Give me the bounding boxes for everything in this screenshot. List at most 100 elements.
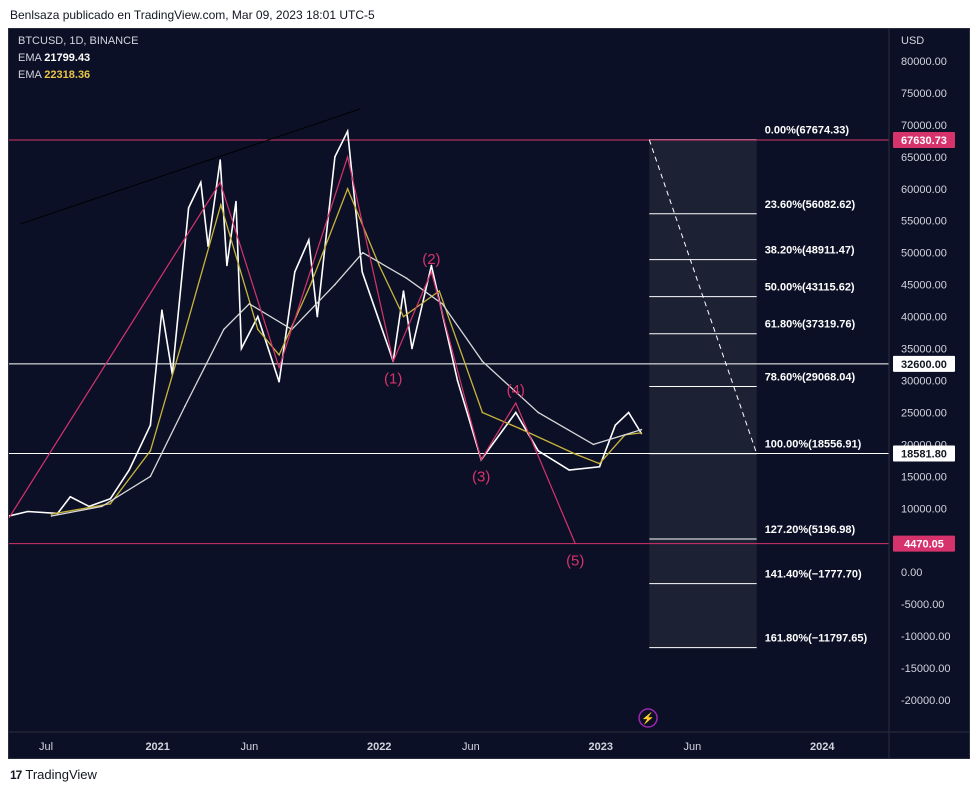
fib-level-label: 0.00%(67674.33): [765, 125, 850, 137]
price-level-badge: [893, 535, 955, 552]
fib-level-label: 50.00%(43115.62): [765, 282, 855, 294]
trendline: [20, 108, 361, 225]
series-point: [346, 187, 349, 190]
fib-level-label: 127.20%(5196.98): [765, 524, 856, 536]
chart-frame: [8, 28, 970, 759]
series-point: [149, 424, 152, 427]
footer-brand: TradingView: [25, 767, 97, 782]
legend-ema-slow-label: EMA: [18, 69, 42, 81]
series-point: [109, 503, 112, 505]
series-point: [402, 315, 405, 318]
series-point: [226, 264, 228, 267]
price-chart[interactable]: 0.00%(67674.33) 23.60%(56082.62) 38.20%(48…: [9, 29, 969, 758]
price-level-label: 4470.05: [904, 539, 944, 551]
y-tick-label: 0.00: [901, 567, 922, 579]
x-tick-label: 2022: [367, 741, 391, 753]
fib-level-label: 78.60%(29068.04): [765, 371, 856, 383]
y-tick-label: 80000.00: [901, 56, 947, 68]
series-point: [109, 497, 112, 500]
x-tick-label: 2021: [145, 741, 169, 753]
fib-level-label: 161.80%(−11797.65): [765, 633, 868, 645]
series-point: [537, 450, 540, 452]
y-tick-label: 10000.00: [901, 503, 947, 515]
series-point: [598, 465, 601, 468]
series-point: [378, 264, 381, 267]
series-point: [308, 239, 310, 241]
x-tick-label: Jun: [462, 741, 480, 753]
series-point: [257, 315, 259, 318]
series-point: [223, 328, 225, 331]
y-tick-label: 55000.00: [901, 216, 947, 228]
series-point: [27, 510, 29, 513]
projection-line: [648, 139, 758, 454]
chart-background: [9, 29, 969, 758]
y-tick-label: 40000.00: [901, 312, 947, 324]
wave-label: (2): [422, 251, 440, 268]
lightning-icon-glyph: ⚡: [641, 712, 655, 725]
price-level-label: 18581.80: [901, 448, 947, 460]
series-point: [441, 303, 444, 305]
wave-label: (3): [472, 469, 490, 486]
series-point: [346, 130, 349, 133]
series-point: [187, 207, 190, 209]
legend-ema-fast: EMA 21799.43: [18, 52, 90, 64]
fib-zone: [649, 139, 757, 648]
ema-slow-series: [51, 251, 642, 517]
series-point: [568, 469, 570, 471]
series-point: [334, 283, 336, 286]
fib-level-label: 100.00%(18556.91): [765, 439, 862, 451]
series-point: [309, 283, 312, 286]
y-tick-label: 60000.00: [901, 184, 947, 196]
series-point: [518, 427, 521, 430]
series-point: [316, 315, 319, 318]
legend-ema-fast-label: EMA: [18, 52, 42, 64]
price-level-badge: [893, 355, 955, 372]
legend-ema-slow: EMA 22318.36: [18, 69, 90, 81]
series-point: [248, 303, 251, 305]
series-point: [334, 156, 336, 158]
price-level-label: 32600.00: [901, 359, 947, 371]
y-tick-label: 25000.00: [901, 407, 947, 419]
series-point: [411, 347, 413, 350]
series-point: [294, 271, 296, 273]
series-point: [161, 309, 163, 312]
y-tick-label: -15000.00: [901, 663, 951, 675]
price-level-badge: [893, 445, 955, 462]
series-point: [101, 505, 103, 508]
wave-label: (4): [507, 382, 525, 399]
legend-ema-fast-value: 21799.43: [44, 52, 91, 64]
price-axis-currency: USD: [901, 35, 924, 47]
series-point: [640, 432, 643, 434]
series-point: [481, 411, 484, 414]
wave-label: (1): [384, 370, 402, 387]
series-point: [438, 290, 441, 292]
wave-count-path: [9, 154, 576, 544]
x-tick-label: Jun: [683, 741, 701, 753]
x-tick-label: 2024: [810, 741, 835, 753]
y-tick-label: 30000.00: [901, 376, 947, 388]
y-tick-label: 15000.00: [901, 471, 947, 483]
series-point: [128, 469, 130, 471]
lightning-icon-ring: [638, 708, 658, 728]
series-point: [537, 411, 540, 414]
series-point: [430, 264, 433, 267]
y-tick-label: 50000.00: [901, 248, 947, 260]
series-point: [405, 277, 408, 280]
series-point: [624, 434, 626, 436]
x-tick-label: Jul: [39, 741, 53, 753]
series-point: [184, 405, 186, 407]
series-point: [240, 347, 243, 350]
y-tick-label: 70000.00: [901, 120, 947, 132]
series-point: [181, 341, 183, 343]
price-level-badge: [893, 132, 955, 149]
series-point: [50, 513, 53, 515]
series-point: [640, 428, 643, 431]
wave-label: (5): [566, 552, 584, 569]
series-point: [514, 411, 517, 414]
series-point: [592, 443, 595, 446]
lightning-icon: ⚡: [638, 708, 658, 728]
y-tick-label: -20000.00: [901, 695, 951, 707]
series-point: [278, 354, 280, 356]
fib-level-label: 38.20%(48911.47): [765, 245, 855, 257]
series-point: [235, 200, 237, 203]
